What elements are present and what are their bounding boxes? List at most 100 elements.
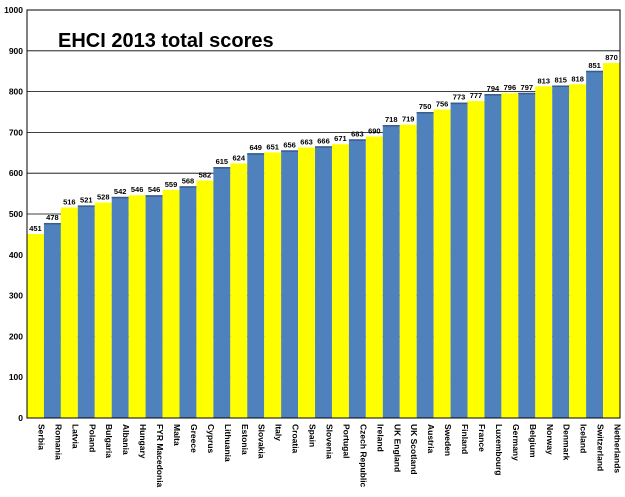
x-tick-label: Germany bbox=[511, 424, 521, 461]
bar bbox=[247, 153, 265, 418]
data-label: 516 bbox=[63, 197, 76, 206]
bar bbox=[450, 102, 468, 418]
y-tick-label: 0 bbox=[18, 413, 23, 423]
y-tick-label: 700 bbox=[9, 127, 23, 137]
y-tick-label: 500 bbox=[9, 209, 23, 219]
x-tick-label: Albania bbox=[121, 424, 131, 455]
bar bbox=[213, 167, 231, 418]
data-label: 624 bbox=[233, 153, 246, 162]
bar bbox=[281, 150, 299, 419]
data-label: 796 bbox=[504, 83, 517, 92]
x-tick-label: Poland bbox=[87, 424, 97, 452]
bar bbox=[399, 124, 417, 418]
bar-top-edge bbox=[450, 102, 468, 105]
data-label: 546 bbox=[148, 185, 161, 194]
data-label: 521 bbox=[80, 195, 93, 204]
plot-border bbox=[26, 9, 621, 419]
bar bbox=[416, 112, 434, 418]
bar bbox=[467, 100, 485, 418]
bar bbox=[196, 180, 214, 418]
bar bbox=[43, 222, 61, 418]
data-label: 851 bbox=[588, 61, 601, 70]
bar bbox=[27, 233, 44, 418]
bar bbox=[586, 70, 604, 419]
bar-top-edge bbox=[315, 146, 332, 148]
data-label: 528 bbox=[97, 193, 110, 202]
x-tick-label: UK Scotland bbox=[409, 424, 419, 475]
bar-top-edge bbox=[484, 94, 502, 96]
bar bbox=[382, 125, 400, 418]
bar-top-edge bbox=[213, 167, 231, 169]
bar bbox=[365, 136, 383, 419]
bar bbox=[552, 85, 570, 418]
data-label: 750 bbox=[419, 102, 432, 111]
x-tick-label: Croatia bbox=[291, 424, 301, 454]
bar bbox=[230, 163, 248, 418]
bar bbox=[484, 94, 502, 418]
bar bbox=[179, 186, 197, 418]
x-tick-label: FYR Macedonia bbox=[155, 424, 165, 488]
bar-top-edge bbox=[145, 195, 163, 197]
bar bbox=[331, 144, 349, 418]
x-tick-label: Cyprus bbox=[206, 424, 216, 454]
bar-top-edge bbox=[348, 139, 366, 141]
data-label: 542 bbox=[114, 187, 127, 196]
x-tick-label: Denmark bbox=[562, 424, 572, 461]
x-tick-label: Slovakia bbox=[257, 424, 267, 459]
bar bbox=[77, 205, 95, 418]
data-label: 546 bbox=[131, 185, 144, 194]
bar bbox=[111, 196, 129, 418]
x-tick-label: Austria bbox=[426, 424, 436, 454]
bar bbox=[603, 63, 620, 418]
x-tick-label: Finland bbox=[460, 424, 470, 454]
bar bbox=[569, 84, 587, 419]
bar-top-edge bbox=[416, 112, 434, 114]
x-tick-label: Greece bbox=[189, 424, 199, 453]
data-label: 756 bbox=[436, 100, 449, 109]
data-label: 656 bbox=[283, 140, 296, 149]
data-label: 559 bbox=[165, 180, 178, 189]
x-tick-label: Serbia bbox=[36, 424, 46, 450]
y-tick-label: 400 bbox=[9, 250, 23, 260]
x-tick-label: Sweden bbox=[443, 424, 453, 456]
bar bbox=[298, 147, 316, 418]
data-label: 663 bbox=[300, 137, 313, 146]
x-tick-label: Hungary bbox=[138, 424, 148, 459]
x-tick-label: Lithuania bbox=[223, 424, 233, 462]
data-label: 568 bbox=[182, 176, 195, 185]
x-tick-label: France bbox=[477, 424, 487, 452]
bar bbox=[433, 109, 451, 418]
data-label: 870 bbox=[605, 53, 618, 62]
bar-top-edge bbox=[43, 222, 61, 225]
bar-top-edge bbox=[111, 196, 129, 199]
x-tick-label: Netherlands bbox=[613, 424, 623, 473]
x-tick-label: Ireland bbox=[375, 424, 385, 452]
data-label: 615 bbox=[216, 157, 229, 166]
x-tick-label: Luxembourg bbox=[494, 424, 504, 475]
y-tick-label: 600 bbox=[9, 168, 23, 178]
bar-top-edge bbox=[518, 92, 536, 95]
bar bbox=[145, 195, 163, 418]
y-tick-label: 100 bbox=[9, 372, 23, 382]
x-tick-label: Iceland bbox=[579, 424, 589, 453]
chart-title: EHCI 2013 total scores bbox=[58, 30, 274, 52]
x-tick-label: Belgium bbox=[528, 424, 538, 458]
x-tick-label: Slovenia bbox=[325, 424, 335, 459]
bar-top-edge bbox=[281, 150, 299, 152]
y-tick-label: 1000 bbox=[4, 5, 23, 15]
data-label: 813 bbox=[537, 76, 550, 85]
data-label: 773 bbox=[453, 93, 466, 102]
data-label: 690 bbox=[368, 126, 381, 135]
data-label: 451 bbox=[29, 224, 42, 233]
x-tick-label: Romania bbox=[53, 424, 63, 460]
x-tick-label: Latvia bbox=[70, 424, 80, 449]
x-tick-label: Estonia bbox=[240, 424, 250, 455]
bar-top-edge bbox=[179, 186, 197, 188]
y-tick-label: 900 bbox=[9, 46, 23, 56]
bar-top-edge bbox=[77, 205, 95, 207]
bar bbox=[264, 152, 282, 418]
bar bbox=[162, 189, 180, 418]
x-tick-label: Norway bbox=[545, 424, 555, 455]
bar bbox=[60, 207, 78, 418]
data-label: 671 bbox=[334, 134, 347, 143]
